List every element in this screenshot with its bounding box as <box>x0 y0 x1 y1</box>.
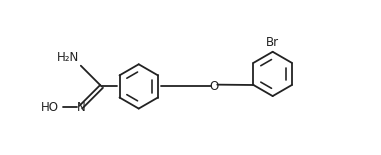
Text: HO: HO <box>41 101 59 114</box>
Text: H₂N: H₂N <box>57 51 79 64</box>
Text: N: N <box>77 101 85 114</box>
Text: Br: Br <box>266 36 279 49</box>
Text: O: O <box>210 80 219 93</box>
